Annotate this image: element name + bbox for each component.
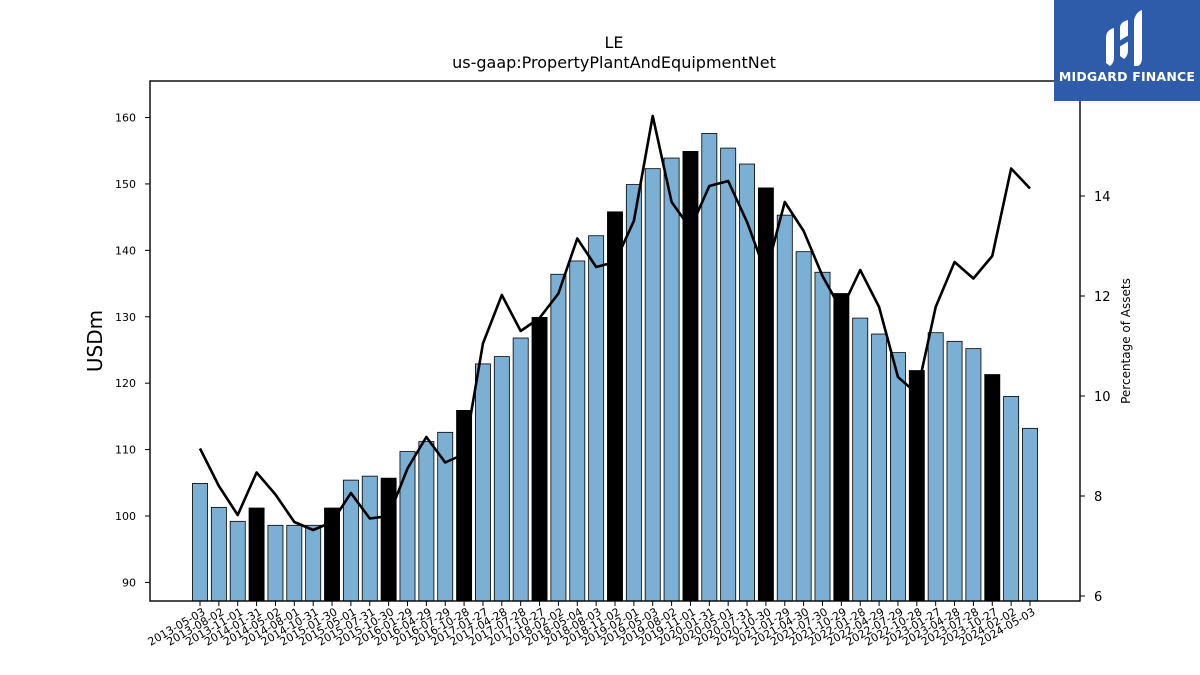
bar [927,332,944,602]
bar [569,260,586,602]
chart-subtitle: us-gaap:PropertyPlantAndEquipmentNet [452,53,776,72]
bar [607,211,623,602]
bar [890,352,906,602]
bar [380,477,397,602]
bar [701,133,718,602]
logo-mark-icon [1106,10,1142,66]
y-tick-label: 150 [115,178,136,191]
bar [739,163,755,602]
bar [399,451,416,602]
y-tick-label: 120 [115,377,136,390]
bar [946,340,963,602]
y-tick-label: 110 [115,444,136,457]
bar [210,506,227,602]
bar [720,147,737,602]
bar [965,348,982,602]
y2-tick-label: 8 [1094,490,1102,505]
bar [475,363,491,602]
bar [512,337,529,602]
bar [248,507,265,602]
y-tick-label: 130 [115,311,136,324]
bar [361,475,378,602]
bar [550,273,567,602]
y2-tick-label: 6 [1094,590,1102,605]
bar [456,409,473,602]
bar [286,524,303,602]
bar [588,235,605,602]
bar [795,251,812,602]
bar [852,317,869,602]
bar [871,333,888,602]
bar [625,184,642,602]
y-axis: 90 100 110 120 130 140 150 160 [115,112,150,589]
bar [267,524,284,602]
y-tick-label: 140 [115,244,136,257]
bar [776,214,793,602]
x-axis: 2013-05-032013-08-022013-11-012014-01-31… [146,601,1038,649]
y2-tick-label: 10 [1094,390,1111,405]
bar [644,168,661,602]
bar [908,370,925,602]
bar-series [192,133,1038,602]
bar [229,520,246,602]
bar [833,293,850,602]
bar [493,356,510,602]
bar [192,483,208,602]
bar [531,317,548,602]
bar [984,374,1001,602]
percentage-line [198,114,1031,532]
y-tick-label: 100 [115,510,136,523]
logo-text: MIDGARD FINANCE [1058,69,1196,84]
y2-tick-label: 14 [1094,190,1111,205]
y2-axis-label: Percentage of Assets [1119,278,1133,404]
bar [814,271,831,602]
midgard-finance-logo: MIDGARD FINANCE [1054,0,1200,101]
bar [1003,396,1020,602]
y2-tick-label: 12 [1094,290,1111,305]
y-tick-label: 90 [122,576,136,589]
bar [1022,427,1038,602]
bar [663,157,680,602]
y-axis-label: USDm [83,310,107,372]
chart-title: LE [604,33,623,52]
bar [437,431,454,602]
y2-axis: 6 8 10 12 14 [1080,190,1111,605]
y-tick-label: 160 [115,112,136,125]
bar [305,524,322,602]
bar [418,441,435,602]
